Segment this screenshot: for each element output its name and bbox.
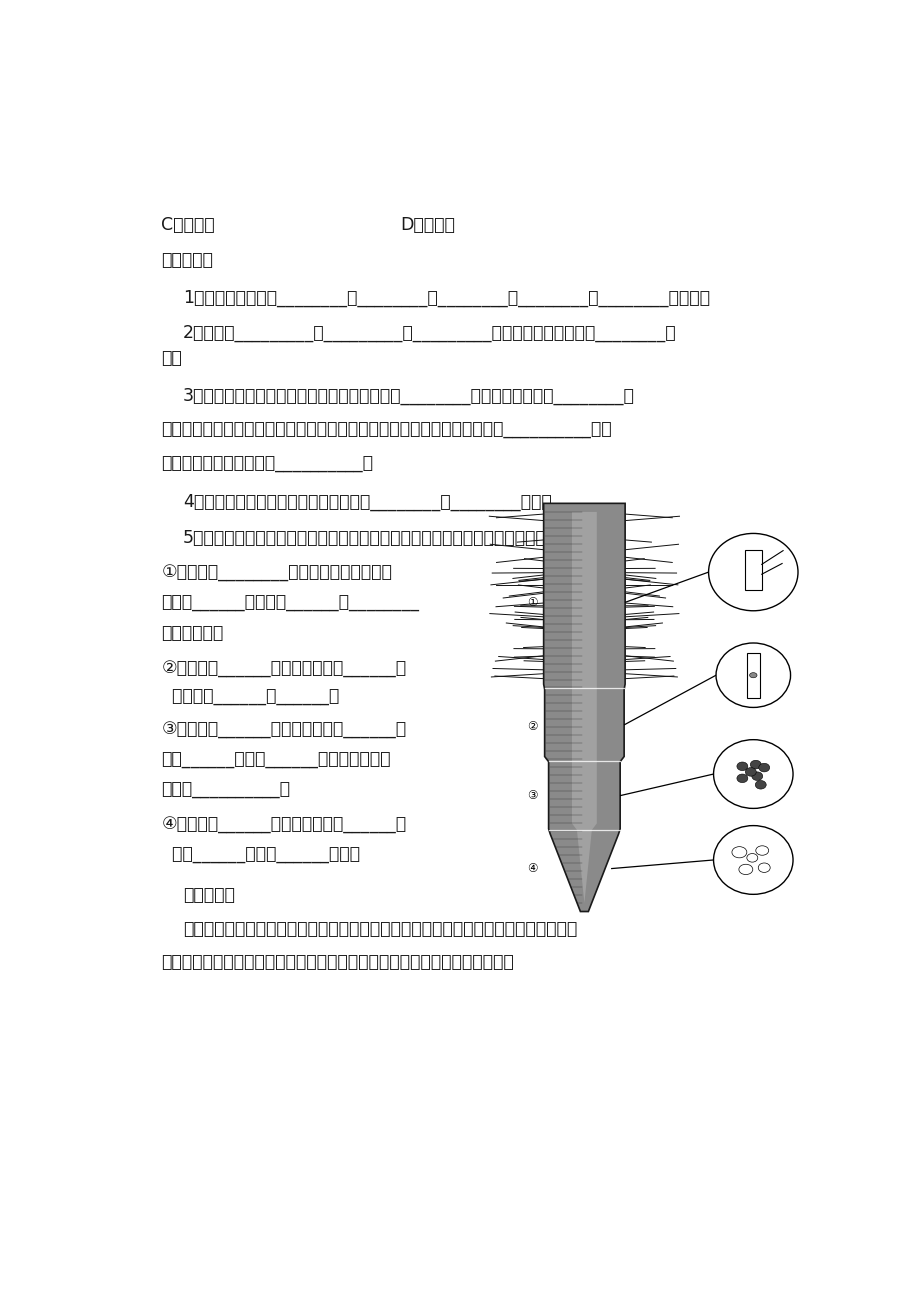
Ellipse shape: [746, 854, 757, 862]
Text: 它是成熟区向外突出而形成的。成熟区的下端呈乳白色，外表光滑的部分为__________。根: 它是成熟区向外突出而形成的。成熟区的下端呈乳白色，外表光滑的部分为_______…: [161, 421, 611, 439]
Circle shape: [708, 534, 797, 611]
Polygon shape: [746, 652, 759, 698]
Ellipse shape: [736, 773, 747, 783]
Text: ③: ③: [526, 789, 537, 802]
Polygon shape: [744, 549, 761, 590]
Ellipse shape: [750, 760, 760, 769]
Polygon shape: [543, 504, 624, 911]
Text: 计一个实验，检验根生长是否具有向地性（要求写出实验步骤和预期结果）。: 计一个实验，检验根生长是否具有向地性（要求写出实验步骤和预期结果）。: [161, 953, 514, 971]
Text: 5、下面是根尖的立体结构和平面结构图，识图并填写有关根尖结构和功能的内容。: 5、下面是根尖的立体结构和平面结构图，识图并填写有关根尖结构和功能的内容。: [183, 529, 567, 547]
Text: ④是根尖的______，它的细胞形状______，: ④是根尖的______，它的细胞形状______，: [161, 816, 406, 833]
Circle shape: [713, 740, 792, 809]
Circle shape: [715, 643, 789, 707]
Text: ②是根尖的______，它的细胞迅速______，: ②是根尖的______，它的细胞迅速______，: [161, 660, 406, 677]
Text: 排列______，具有______作用。: 排列______，具有______作用。: [161, 846, 360, 865]
Ellipse shape: [751, 772, 762, 780]
Text: 近似______，排列______，能够不断地分: 近似______，排列______，能够不断地分: [161, 751, 391, 768]
Ellipse shape: [749, 673, 756, 678]
Ellipse shape: [736, 762, 747, 771]
Circle shape: [713, 825, 792, 894]
Text: 的主要部分。: 的主要部分。: [161, 625, 223, 642]
Text: 三、探究：: 三、探究：: [183, 887, 234, 904]
Polygon shape: [572, 512, 596, 904]
Text: 尖顶端呈淡黄色的部分为__________。: 尖顶端呈淡黄色的部分为__________。: [161, 454, 373, 473]
Text: 裂产生__________。: 裂产生__________。: [161, 781, 290, 799]
Text: 能够吸收______和______。: 能够吸收______和______。: [161, 687, 339, 706]
Text: C．分生区: C．分生区: [161, 216, 215, 234]
Text: ②: ②: [526, 720, 537, 733]
Text: ④: ④: [526, 862, 537, 875]
Ellipse shape: [755, 846, 768, 855]
Text: ③是根尖的______，它的细胞体积______，: ③是根尖的______，它的细胞体积______，: [161, 721, 406, 738]
Ellipse shape: [758, 763, 769, 772]
Text: 2、根具有_________、_________和_________的特性，这对植物吸收________和: 2、根具有_________、_________和_________的特性，这对…: [183, 324, 675, 341]
Text: 二、填空：: 二、填空：: [161, 251, 213, 270]
Ellipse shape: [754, 780, 766, 789]
Text: D．伸长区: D．伸长区: [400, 216, 455, 234]
Text: ①是根尖的________，它的表皮细胞向外突: ①是根尖的________，它的表皮细胞向外突: [161, 564, 391, 582]
Ellipse shape: [732, 846, 746, 858]
Ellipse shape: [738, 865, 752, 875]
Text: 1、植物体的根具有________、________、________、________、________等功能。: 1、植物体的根具有________、________、________、____…: [183, 289, 709, 306]
Text: 3、用肉眼观察小麦幼根，看到根上长有许多呈________色的绒毛，这就是________，: 3、用肉眼观察小麦幼根，看到根上长有许多呈________色的绒毛，这就是___…: [183, 387, 634, 405]
Text: 有利: 有利: [161, 349, 182, 367]
Ellipse shape: [744, 768, 755, 776]
Text: 出形成______是根吸收______和________: 出形成______是根吸收______和________: [161, 594, 419, 612]
Text: 4、根的生长速度非常快，主要与根尖的________和________有关。: 4、根的生长速度非常快，主要与根尖的________和________有关。: [183, 493, 550, 512]
Text: ①: ①: [526, 596, 537, 608]
Ellipse shape: [757, 863, 769, 872]
Text: 现有刚刚萌发的菜豆种子若干粒的培养皿、吸水纸、棉花、清水等物品，请你根据此设: 现有刚刚萌发的菜豆种子若干粒的培养皿、吸水纸、棉花、清水等物品，请你根据此设: [183, 921, 576, 939]
